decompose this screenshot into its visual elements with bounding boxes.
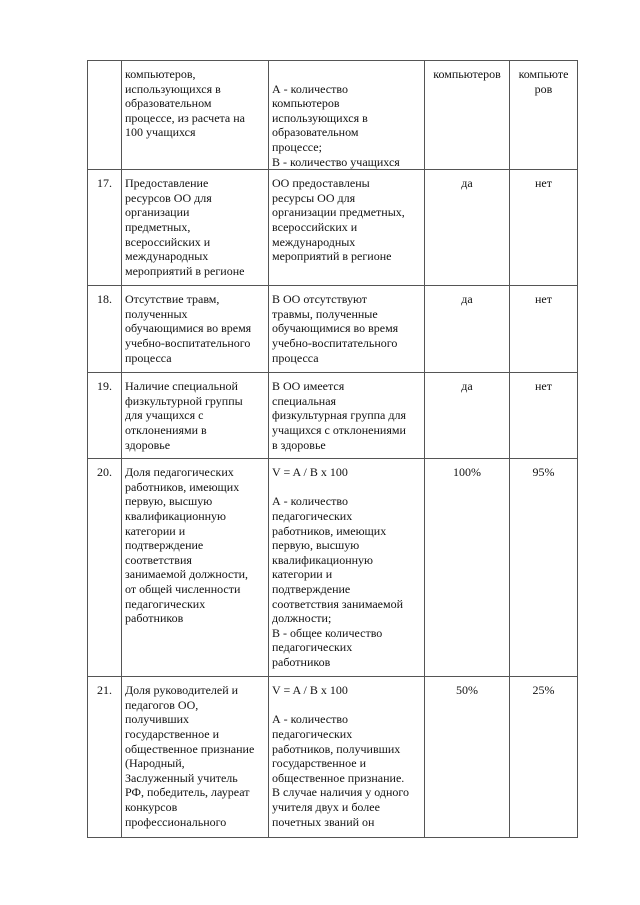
method-cell: V = A / B x 100 А - количество педагогич… bbox=[268, 458, 425, 678]
indicator-cell: Наличие специальной физкультурной группы… bbox=[121, 372, 269, 460]
table-row: 21. Доля руководителей и педагогов ОО, по… bbox=[87, 676, 578, 839]
row-number: 17. bbox=[87, 169, 122, 287]
target-value-cell: 50% bbox=[424, 676, 510, 839]
table-row: 17. Предоставление ресурсов ОО для органи… bbox=[87, 169, 578, 287]
actual-value-cell: нет bbox=[509, 169, 578, 287]
method-cell: V = A / B x 100 А - количество педагогич… bbox=[268, 676, 425, 839]
indicator-cell: Доля руководителей и педагогов ОО, получ… bbox=[121, 676, 269, 839]
target-value-cell: да bbox=[424, 285, 510, 374]
actual-value-cell: нет bbox=[509, 285, 578, 374]
method-cell: В ОО имеется специальная физкультурная г… bbox=[268, 372, 425, 460]
actual-value-cell: нет bbox=[509, 372, 578, 460]
table-row: компьютеров, использующихся в образовате… bbox=[87, 59, 578, 171]
method-cell: А - количество компьютеров использующихс… bbox=[268, 59, 425, 171]
row-number: 21. bbox=[87, 676, 122, 839]
table-row: 18. Отсутствие травм, полученных обучающи… bbox=[87, 285, 578, 374]
indicators-table: компьютеров, использующихся в образовате… bbox=[87, 59, 578, 839]
target-value-cell: да bbox=[424, 372, 510, 460]
actual-value-cell: 95% bbox=[509, 458, 578, 678]
table-row: 20. Доля педагогических работников, имеющ… bbox=[87, 458, 578, 678]
row-number: 19. bbox=[87, 372, 122, 460]
actual-value-cell: компьюте ров bbox=[509, 59, 578, 171]
indicator-cell: Доля педагогических работников, имеющих … bbox=[121, 458, 269, 678]
target-value-cell: компьютеров bbox=[424, 59, 510, 171]
indicator-cell: компьютеров, использующихся в образовате… bbox=[121, 59, 269, 171]
target-value-cell: 100% bbox=[424, 458, 510, 678]
indicator-cell: Отсутствие травм, полученных обучающимис… bbox=[121, 285, 269, 374]
method-cell: В ОО отсутствуют травмы, полученные обуч… bbox=[268, 285, 425, 374]
table-row: 19. Наличие специальной физкультурной гру… bbox=[87, 372, 578, 460]
row-number bbox=[87, 59, 122, 171]
row-number: 18. bbox=[87, 285, 122, 374]
actual-value-cell: 25% bbox=[509, 676, 578, 839]
indicator-cell: Предоставление ресурсов ОО для организац… bbox=[121, 169, 269, 287]
row-number: 20. bbox=[87, 458, 122, 678]
target-value-cell: да bbox=[424, 169, 510, 287]
method-cell: ОО предоставлены ресурсы ОО для организа… bbox=[268, 169, 425, 287]
